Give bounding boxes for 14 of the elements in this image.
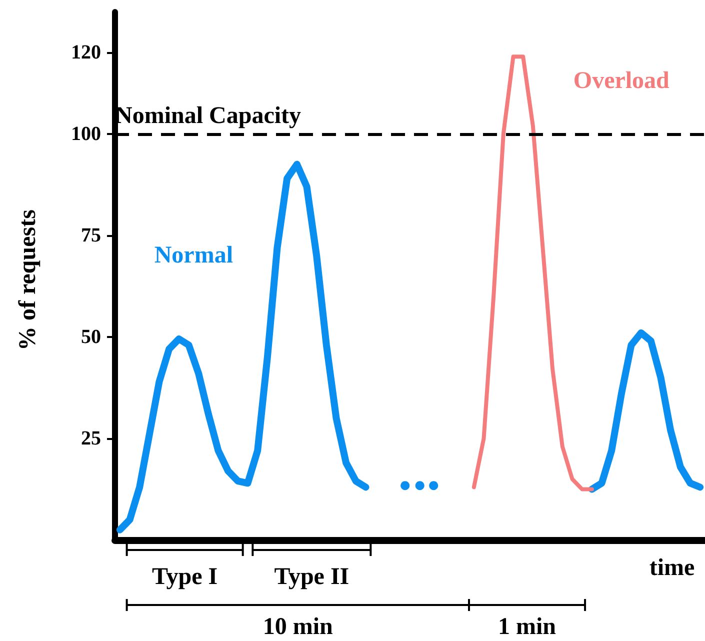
ref-line-label: Nominal Capacity [115, 102, 301, 129]
y-axis-title: % of requests [15, 210, 41, 350]
y-tick-label: 50 [81, 326, 101, 348]
text: Type II [274, 564, 350, 590]
series-label: Normal [154, 242, 234, 269]
text: 1 min [498, 614, 556, 640]
y-tick-label: 75 [81, 224, 101, 246]
y-tick-label: 120 [71, 42, 101, 64]
y-tick-label: 100 [71, 122, 101, 145]
series-label: Overload [573, 68, 670, 94]
y-tick-label: 25 [81, 427, 101, 450]
text: Type I [152, 564, 218, 590]
text: 10 min [262, 614, 333, 640]
x-axis-title: time [649, 555, 695, 581]
